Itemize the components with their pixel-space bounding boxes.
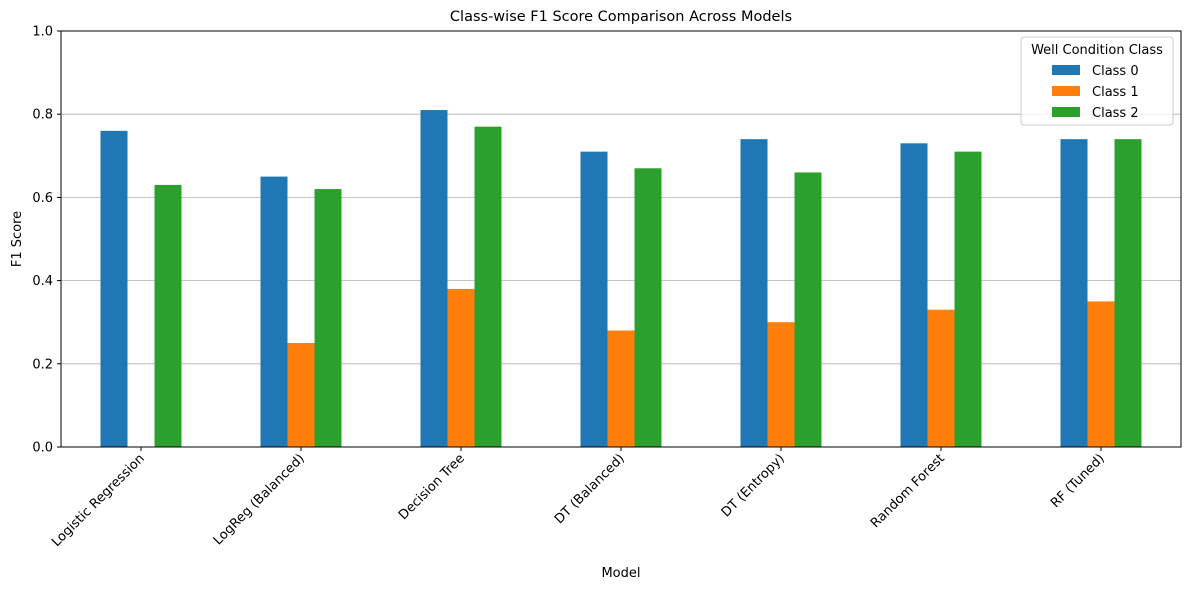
bar-class-0	[100, 130, 128, 447]
bar-class-2	[954, 151, 982, 447]
x-axis: Logistic Regression LogReg (Balanced) Deci…	[49, 447, 1108, 550]
legend-label: Class 2	[1092, 106, 1139, 121]
y-tick-label: 0.4	[32, 274, 53, 289]
bar-class-0	[740, 139, 768, 447]
bar-class-2	[314, 189, 342, 447]
chart-title: Class-wise F1 Score Comparison Across Mo…	[450, 9, 792, 25]
bar-class-0	[580, 151, 608, 447]
bar-class-1	[607, 330, 635, 447]
legend-swatch	[1052, 86, 1080, 96]
y-tick-label: 0.2	[32, 357, 53, 372]
legend-title: Well Condition Class	[1031, 43, 1163, 58]
legend-swatch	[1052, 65, 1080, 75]
legend-box	[1020, 36, 1174, 126]
legend: Well Condition Class Class 0 Class 1 Class…	[1020, 36, 1174, 126]
legend-swatch	[1052, 107, 1080, 117]
bar-class-2	[154, 184, 182, 448]
x-tick-label: RF (Tuned)	[1048, 451, 1108, 511]
bar-class-2	[474, 126, 502, 448]
y-tick-label: 1.0	[32, 25, 53, 40]
legend-label: Class 0	[1092, 64, 1139, 79]
bar-class-2	[634, 168, 662, 447]
bars	[100, 110, 1142, 448]
bar-class-1	[1087, 301, 1115, 447]
x-tick-label: DT (Balanced)	[552, 451, 628, 527]
bar-class-1	[447, 288, 475, 447]
y-axis-label: F1 Score	[10, 211, 25, 267]
legend-label: Class 1	[1092, 85, 1139, 100]
x-tick-label: Decision Tree	[396, 451, 468, 523]
x-tick-label: LogReg (Balanced)	[211, 451, 308, 548]
bar-class-0	[1060, 139, 1088, 447]
bar-class-2	[794, 172, 822, 447]
bar-class-0	[260, 176, 288, 447]
x-axis-label: Model	[601, 566, 640, 581]
y-axis: 0.0 0.2 0.4 0.6 0.8 1.0	[32, 25, 61, 456]
bar-class-1	[767, 322, 795, 447]
grid-lines	[61, 113, 1181, 365]
bar-class-0	[900, 143, 928, 447]
bar-class-1	[287, 343, 315, 447]
x-tick-label: Random Forest	[868, 451, 948, 531]
x-tick-label: Logistic Regression	[49, 451, 148, 550]
x-tick-label: DT (Entropy)	[719, 451, 788, 520]
bar-class-2	[1114, 139, 1142, 447]
y-tick-label: 0.8	[32, 108, 53, 123]
bar-class-1	[927, 309, 955, 447]
bar-class-0	[420, 110, 448, 447]
y-tick-label: 0.0	[32, 441, 53, 456]
y-tick-label: 0.6	[32, 191, 53, 206]
